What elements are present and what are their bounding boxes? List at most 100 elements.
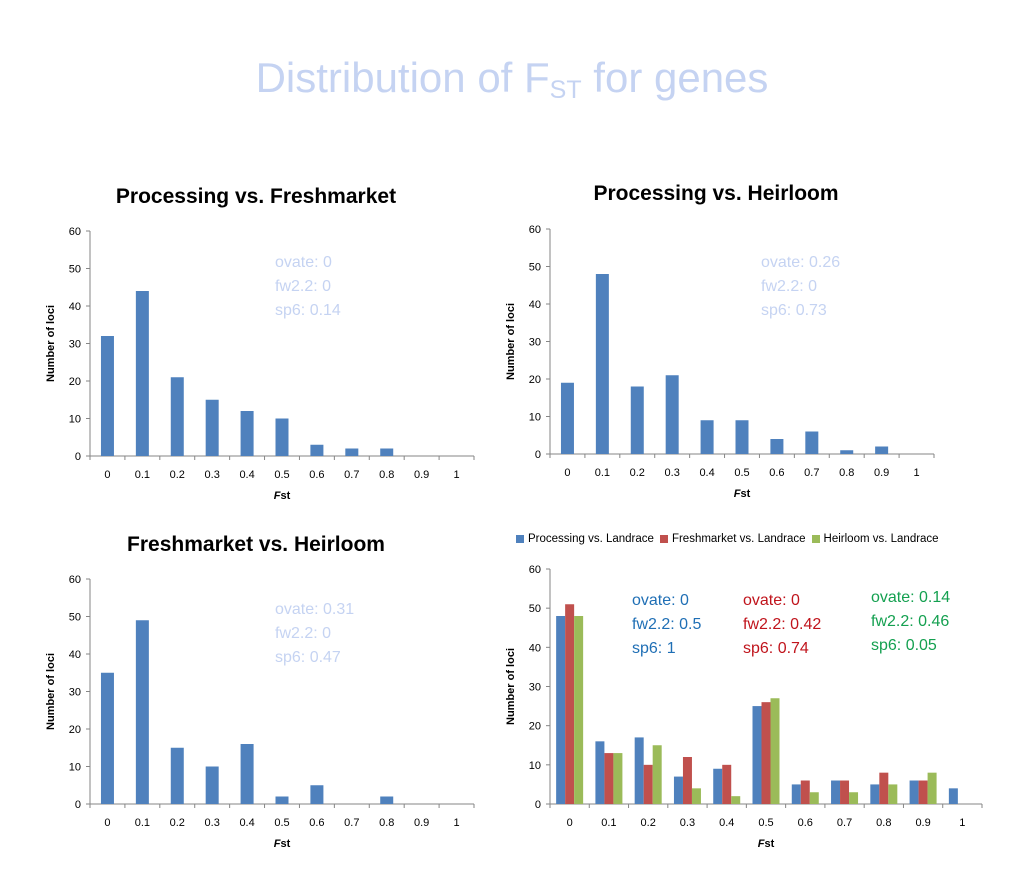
annotation-line: ovate: 0.26 (761, 254, 841, 271)
annotation-line: sp6: 1 (632, 640, 676, 657)
bar (556, 616, 566, 804)
y-tick-label: 60 (529, 224, 541, 236)
bar (770, 439, 784, 454)
chart-1-annotation: ovate: 0 fw2.2: 0 sp6: 0.14 (275, 251, 341, 323)
bar (752, 706, 762, 804)
bar (722, 764, 732, 804)
x-axis-label: Fst (274, 838, 291, 850)
chart-1-title: Processing vs. Freshmarket (115, 185, 397, 208)
bar (100, 672, 114, 804)
bar (135, 291, 149, 456)
bar (918, 780, 928, 804)
bar (170, 747, 184, 804)
bar (630, 386, 644, 454)
y-tick-label: 30 (529, 682, 541, 694)
x-tick-label: 0 (564, 467, 570, 479)
y-tick-label: 50 (69, 264, 81, 276)
x-axis-label-italic: F (274, 838, 281, 850)
x-axis-label-italic: F (734, 488, 741, 500)
bar (673, 776, 683, 804)
y-axis-label: Number of loci (45, 305, 57, 382)
annotation-line: sp6: 0.47 (275, 649, 341, 666)
bar (560, 382, 574, 454)
bar (100, 336, 114, 456)
y-tick-label: 10 (529, 760, 541, 772)
x-tick-label: 0.8 (379, 817, 394, 829)
x-tick-label: 0.5 (734, 467, 749, 479)
bar (613, 753, 623, 804)
y-axis-label: Number of loci (505, 648, 517, 725)
bar (888, 784, 898, 804)
bar (574, 616, 584, 804)
annotation-line: sp6: 0.74 (743, 640, 809, 657)
legend-swatch-2 (659, 535, 668, 543)
bar (700, 420, 714, 454)
slide-title: Distribution of FST for genes (0, 48, 1024, 120)
legend-label: Processing vs. Landrace (528, 533, 654, 545)
y-tick-label: 0 (75, 799, 81, 811)
x-tick-label: 0.7 (837, 817, 852, 829)
x-tick-label: 0.3 (680, 817, 695, 829)
x-tick-label: 0.3 (665, 467, 680, 479)
x-axis-label: Fst (758, 838, 775, 850)
x-axis-label-rest: st (280, 838, 290, 850)
annotation-line: ovate: 0 (743, 592, 800, 609)
x-tick-label: 0.1 (595, 467, 610, 479)
x-tick-label: 0.4 (239, 817, 254, 829)
y-tick-label: 50 (529, 262, 541, 274)
legend-item: Processing vs. Landrace (516, 533, 654, 545)
annotation-line: fw2.2: 0 (761, 278, 818, 295)
x-axis-label-italic: F (274, 490, 281, 502)
x-tick-label: 0.9 (874, 467, 889, 479)
bar (735, 420, 749, 454)
y-tick-label: 0 (75, 451, 81, 463)
x-tick-label: 0.7 (344, 817, 359, 829)
legend-item: Freshmarket vs. Landrace (659, 533, 806, 545)
x-tick-label: 0 (104, 817, 110, 829)
bar (310, 444, 324, 456)
bar (310, 785, 324, 804)
x-tick-label: 0.7 (804, 467, 819, 479)
legend-swatch-1 (516, 535, 524, 543)
y-tick-label: 60 (69, 226, 81, 238)
x-tick-label: 1 (453, 469, 459, 481)
bar (345, 448, 359, 456)
y-tick-label: 0 (535, 799, 541, 811)
chart-3-plot: 0 10 20 30 40 50 60 0 0.1 0.2 0.3 0.4 0.5 0.6 0.7 0.8 0.… (45, 574, 475, 850)
x-tick-label: 0.2 (170, 469, 185, 481)
bar (875, 446, 889, 454)
legend-swatch-3 (811, 535, 820, 543)
x-tick-label: 0.6 (769, 467, 784, 479)
x-tick-label: 0.1 (135, 817, 150, 829)
bar (849, 792, 859, 804)
bar (604, 753, 614, 804)
bar (870, 784, 880, 804)
y-tick-label: 10 (69, 414, 81, 426)
x-tick-label: 0.8 (379, 469, 394, 481)
x-tick-label: 0.3 (205, 817, 220, 829)
x-tick-label: 1 (959, 817, 965, 829)
x-tick-label: 1 (913, 467, 919, 479)
y-tick-label: 60 (529, 564, 541, 576)
bar (831, 780, 841, 804)
annotation-line: sp6: 0.14 (275, 302, 341, 319)
y-tick-label: 40 (529, 642, 541, 654)
x-tick-label: 0.6 (798, 817, 813, 829)
bar (665, 375, 679, 454)
x-tick-label: 0.5 (274, 469, 289, 481)
x-tick-label: 0.5 (274, 817, 289, 829)
annotation-line: fw2.2: 0 (275, 278, 332, 295)
bar (791, 784, 801, 804)
annotation-line: ovate: 0 (632, 592, 689, 609)
bar (634, 737, 644, 804)
annotation-line: sp6: 0.05 (871, 637, 937, 654)
bar (840, 450, 854, 454)
bar (275, 796, 289, 804)
x-tick-label: 0.9 (414, 817, 429, 829)
chart-2-annotation: ovate: 0.26 fw2.2: 0 sp6: 0.73 (761, 251, 840, 323)
y-tick-label: 20 (69, 376, 81, 388)
bar (805, 431, 819, 454)
annotation-line: ovate: 0 (275, 254, 332, 271)
x-axis-label-rest: st (740, 488, 750, 500)
bar (927, 772, 937, 804)
